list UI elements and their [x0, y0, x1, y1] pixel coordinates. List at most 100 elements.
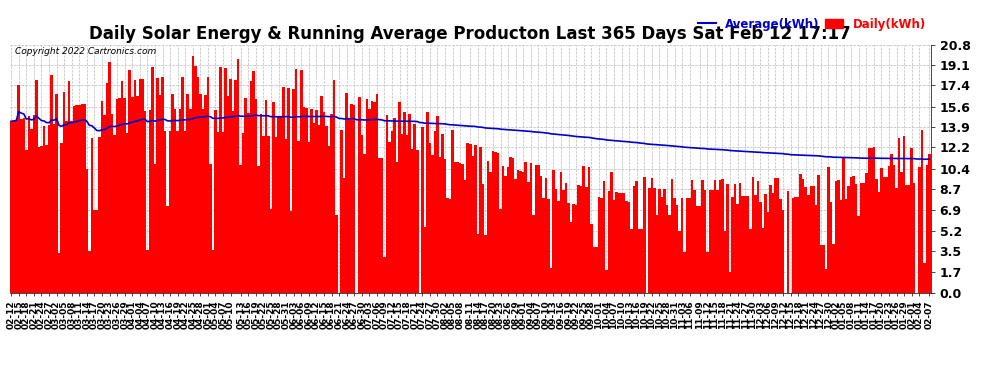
- Bar: [554, 189, 557, 292]
- Bar: [585, 187, 587, 292]
- Bar: [75, 105, 78, 292]
- Bar: [658, 189, 660, 292]
- Bar: [678, 231, 681, 292]
- Bar: [227, 96, 230, 292]
- Bar: [331, 114, 333, 292]
- Bar: [572, 204, 575, 292]
- Bar: [668, 215, 671, 292]
- Bar: [860, 183, 862, 292]
- Bar: [742, 196, 743, 292]
- Bar: [323, 112, 325, 292]
- Bar: [248, 113, 249, 292]
- Bar: [714, 180, 716, 292]
- Bar: [489, 172, 492, 292]
- Bar: [93, 210, 96, 292]
- Bar: [494, 152, 497, 292]
- Bar: [25, 150, 28, 292]
- Bar: [872, 147, 875, 292]
- Bar: [631, 228, 633, 292]
- Bar: [711, 190, 714, 292]
- Bar: [151, 67, 153, 292]
- Bar: [409, 114, 411, 292]
- Bar: [456, 162, 459, 292]
- Bar: [746, 196, 749, 292]
- Bar: [297, 141, 300, 292]
- Bar: [865, 173, 867, 292]
- Bar: [764, 194, 766, 292]
- Bar: [844, 199, 847, 292]
- Text: Copyright 2022 Cartronics.com: Copyright 2022 Cartronics.com: [15, 48, 155, 57]
- Bar: [148, 110, 151, 292]
- Bar: [559, 172, 562, 292]
- Bar: [830, 202, 833, 292]
- Bar: [562, 190, 565, 292]
- Bar: [222, 132, 225, 292]
- Bar: [481, 184, 484, 292]
- Bar: [810, 186, 812, 292]
- Bar: [439, 157, 442, 292]
- Bar: [719, 180, 722, 292]
- Bar: [655, 214, 658, 292]
- Bar: [10, 121, 13, 292]
- Bar: [898, 138, 900, 292]
- Bar: [636, 181, 638, 292]
- Bar: [921, 129, 923, 292]
- Bar: [424, 226, 426, 292]
- Legend: Average(kWh), Daily(kWh): Average(kWh), Daily(kWh): [693, 13, 931, 35]
- Bar: [567, 203, 570, 292]
- Bar: [525, 162, 527, 292]
- Bar: [65, 122, 68, 292]
- Bar: [660, 197, 663, 292]
- Bar: [98, 136, 101, 292]
- Bar: [543, 198, 545, 292]
- Bar: [426, 112, 429, 292]
- Bar: [194, 66, 197, 292]
- Bar: [139, 79, 141, 292]
- Bar: [350, 104, 353, 292]
- Bar: [46, 146, 48, 292]
- Bar: [434, 131, 437, 292]
- Bar: [499, 209, 502, 292]
- Bar: [681, 198, 683, 292]
- Bar: [787, 190, 789, 292]
- Bar: [272, 102, 275, 292]
- Bar: [605, 270, 608, 292]
- Bar: [928, 154, 931, 292]
- Bar: [38, 147, 41, 292]
- Bar: [603, 182, 605, 292]
- Bar: [30, 129, 33, 292]
- Bar: [693, 190, 696, 292]
- Bar: [557, 201, 559, 292]
- Bar: [608, 191, 610, 292]
- Bar: [375, 94, 378, 292]
- Bar: [828, 167, 830, 292]
- Bar: [923, 263, 926, 292]
- Bar: [360, 135, 363, 292]
- Bar: [315, 110, 318, 292]
- Bar: [461, 164, 464, 292]
- Bar: [779, 200, 782, 292]
- Bar: [522, 171, 525, 292]
- Bar: [414, 124, 416, 292]
- Bar: [197, 77, 199, 292]
- Bar: [33, 115, 35, 292]
- Bar: [189, 109, 191, 292]
- Bar: [91, 138, 93, 292]
- Bar: [797, 196, 800, 292]
- Bar: [709, 190, 711, 292]
- Bar: [106, 83, 108, 292]
- Bar: [835, 181, 838, 292]
- Bar: [336, 215, 338, 292]
- Bar: [565, 183, 567, 292]
- Bar: [893, 165, 895, 292]
- Bar: [650, 178, 653, 292]
- Bar: [515, 179, 517, 292]
- Bar: [812, 186, 815, 292]
- Bar: [852, 176, 855, 292]
- Bar: [398, 102, 401, 292]
- Bar: [237, 58, 240, 292]
- Bar: [724, 231, 727, 292]
- Bar: [199, 94, 202, 292]
- Bar: [822, 245, 825, 292]
- Bar: [918, 167, 921, 292]
